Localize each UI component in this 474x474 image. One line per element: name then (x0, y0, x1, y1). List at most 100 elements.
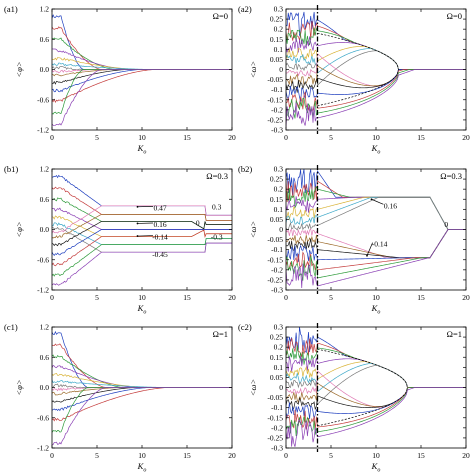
annotation-label: -0.14 (152, 233, 168, 242)
y-tick-label: 0.0 (40, 225, 50, 234)
series-line (52, 354, 232, 388)
y-tick-label: 1.2 (40, 5, 50, 14)
y-tick-label: -0.15 (267, 255, 283, 264)
x-tick-label: 20 (228, 451, 236, 460)
y-tick-label: 0.15 (270, 195, 283, 204)
y-tick-label: -0.2 (271, 105, 283, 114)
x-tick-label: 5 (329, 451, 333, 460)
x-axis-subscript: o (377, 150, 380, 156)
panel-tag: (c1) (4, 322, 18, 332)
x-tick-label: 5 (95, 451, 99, 460)
y-tick-label: -0.1 (271, 245, 283, 254)
y-tick-label: -0.1 (271, 85, 283, 94)
panel-tag: (a1) (4, 4, 18, 14)
x-tick-label: 10 (138, 451, 146, 460)
annotation-label: 0.16 (153, 220, 166, 229)
x-tick-label: 5 (329, 293, 333, 302)
series-line (286, 387, 466, 447)
omega-label: Ω=1 (447, 329, 462, 339)
series-line (286, 327, 466, 388)
panel-c2: 0 5 10 15 20-0.3-0.25-0.2-0.15-0.1-0.0500.05… (238, 322, 470, 474)
envelope-line (317, 387, 408, 427)
y-tick-label: 0.0 (40, 65, 50, 74)
x-tick-label: 15 (417, 133, 425, 142)
annotation-label: 0.3 (212, 202, 222, 211)
x-tick-label: 10 (372, 133, 380, 142)
panel-b1: 0 5 10 15 20 -1.2 -0.6 0.0 0.6 1.2 Ko <φ> (b1) Ω=0.3 0… (4, 164, 236, 316)
y-axis-label: <ω> (248, 379, 258, 396)
series-line (52, 62, 232, 70)
y-tick-label: 0.0 (40, 383, 50, 392)
y-tick-label: -0.6 (37, 95, 49, 104)
annotation-arrowhead (370, 198, 373, 201)
y-tick-label: 0.1 (274, 363, 284, 372)
annotation-arrowhead (136, 205, 139, 208)
x-tick-label: 10 (138, 133, 146, 142)
plot-area (286, 327, 466, 447)
y-tick-label: 0.2 (274, 25, 284, 34)
series-line (52, 221, 232, 247)
series-line (286, 65, 466, 87)
series-line (286, 36, 466, 70)
x-tick-label: 20 (462, 293, 470, 302)
x-tick-label: 15 (417, 293, 425, 302)
x-tick-label: 10 (372, 451, 380, 460)
y-tick-label: -0.15 (267, 95, 283, 104)
y-tick-label: 0.3 (274, 5, 284, 14)
panel-c1: 0 5 10 15 20 -1.2 -0.6 0.0 0.6 1.2 Ko <φ> (c1) Ω=1 (4, 322, 236, 474)
y-tick-label: 0.25 (270, 15, 283, 24)
plot-area (52, 14, 232, 126)
y-tick-label: 0.2 (274, 185, 284, 194)
y-tick-label: -0.25 (267, 433, 283, 442)
y-tick-label: -0.25 (267, 115, 283, 124)
x-tick-label: 0 (50, 451, 54, 460)
y-axis-label: <ω> (248, 61, 258, 78)
y-tick-label: 0.05 (270, 373, 283, 382)
y-tick-label: -0.3 (271, 444, 283, 453)
y-tick-label: 0.1 (274, 205, 284, 214)
panel-tag: (b1) (4, 164, 18, 174)
x-axis-subscript: o (377, 468, 380, 474)
x-tick-label: 20 (228, 293, 236, 302)
x-axis-subscript: o (377, 310, 380, 316)
series-line (52, 26, 232, 70)
annotation-arrowhead (136, 222, 139, 225)
x-tick-label: 15 (183, 451, 191, 460)
series-line (286, 229, 466, 289)
y-tick-label: -0.2 (271, 265, 283, 274)
y-tick-label: -0.25 (267, 275, 283, 284)
series-line (52, 214, 232, 239)
omega-label: Ω=0 (447, 11, 462, 21)
x-tick-label: 15 (183, 293, 191, 302)
annotation-arrowhead (366, 254, 368, 257)
x-tick-label: 20 (228, 133, 236, 142)
y-tick-label: -0.15 (267, 413, 283, 422)
series-line (52, 48, 232, 70)
panel-tag: (a2) (238, 4, 252, 14)
envelope-line (317, 348, 408, 388)
series-line (286, 179, 466, 230)
series-line (52, 379, 232, 388)
y-tick-label: 0.05 (270, 55, 283, 64)
x-tick-label: 20 (462, 133, 470, 142)
x-tick-label: 0 (50, 293, 54, 302)
x-tick-label: 5 (95, 293, 99, 302)
series-line (52, 14, 232, 70)
series-line (52, 387, 232, 422)
annotation-arrow (371, 198, 384, 205)
plot-area (52, 174, 232, 286)
annotation-label: -0.14 (372, 240, 388, 249)
y-tick-label: 1.2 (40, 165, 50, 174)
y-tick-label: 0.2 (274, 343, 284, 352)
y-axis-label: <φ> (14, 379, 24, 395)
plot-area (286, 11, 466, 128)
omega-label: Ω=0 (213, 11, 228, 21)
series-line (286, 387, 466, 430)
y-tick-label: 0.05 (270, 215, 283, 224)
omega-label: Ω=0.3 (206, 171, 228, 181)
omega-label: Ω=0.3 (440, 171, 462, 181)
annotation-arrow (366, 242, 373, 256)
y-tick-label: -0.6 (37, 413, 49, 422)
x-axis-subscript: o (143, 468, 146, 474)
x-tick-label: 15 (417, 451, 425, 460)
